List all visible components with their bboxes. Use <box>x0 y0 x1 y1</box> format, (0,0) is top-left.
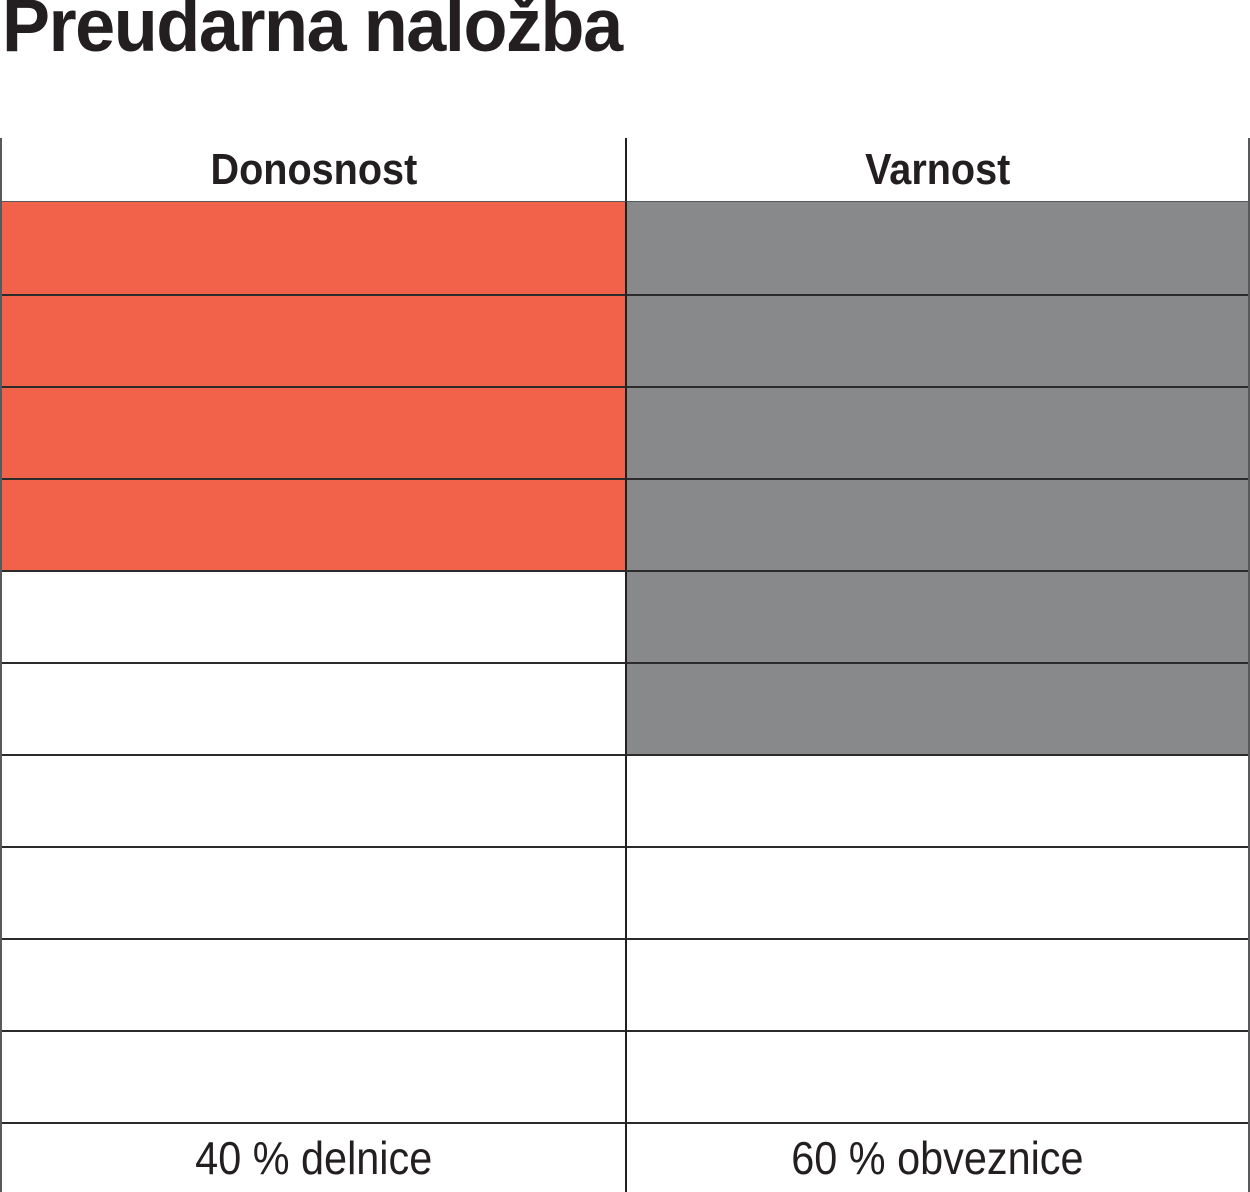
cell-varnost-row-4-filled <box>627 478 1248 570</box>
footer-varnost-label: 60 % obveznice <box>791 1132 1084 1184</box>
cell-donosnost-row-10-empty <box>2 1030 627 1122</box>
column-header-donosnost: Donosnost <box>2 138 627 202</box>
cell-donosnost-row-5-empty <box>2 570 627 662</box>
cell-donosnost-row-4-filled <box>2 478 627 570</box>
cell-donosnost-row-9-empty <box>2 938 627 1030</box>
cell-donosnost-row-2-filled <box>2 294 627 386</box>
cell-varnost-row-3-filled <box>627 386 1248 478</box>
cell-varnost-row-6-filled <box>627 662 1248 754</box>
cell-varnost-row-1-filled <box>627 202 1248 294</box>
cell-varnost-row-9-empty <box>627 938 1248 1030</box>
footer-varnost: 60 % obveznice <box>627 1122 1248 1192</box>
cell-varnost-row-5-filled <box>627 570 1248 662</box>
cell-donosnost-row-1-filled <box>2 202 627 294</box>
column-header-varnost-label: Varnost <box>864 144 1011 194</box>
page-title: Preudarna naložba <box>2 0 623 67</box>
cell-varnost-row-7-empty <box>627 754 1248 846</box>
column-header-donosnost-label: Donosnost <box>210 144 417 194</box>
column-header-varnost: Varnost <box>627 138 1248 202</box>
cell-varnost-row-2-filled <box>627 294 1248 386</box>
footer-donosnost: 40 % delnice <box>2 1122 627 1192</box>
rating-table: Donosnost Varnost 40 % delnice 60 % obve… <box>0 138 1250 1192</box>
cell-donosnost-row-3-filled <box>2 386 627 478</box>
cell-varnost-row-8-empty <box>627 846 1248 938</box>
cell-donosnost-row-8-empty <box>2 846 627 938</box>
cell-varnost-row-10-empty <box>627 1030 1248 1122</box>
cell-donosnost-row-7-empty <box>2 754 627 846</box>
cell-donosnost-row-6-empty <box>2 662 627 754</box>
footer-donosnost-label: 40 % delnice <box>194 1132 433 1184</box>
